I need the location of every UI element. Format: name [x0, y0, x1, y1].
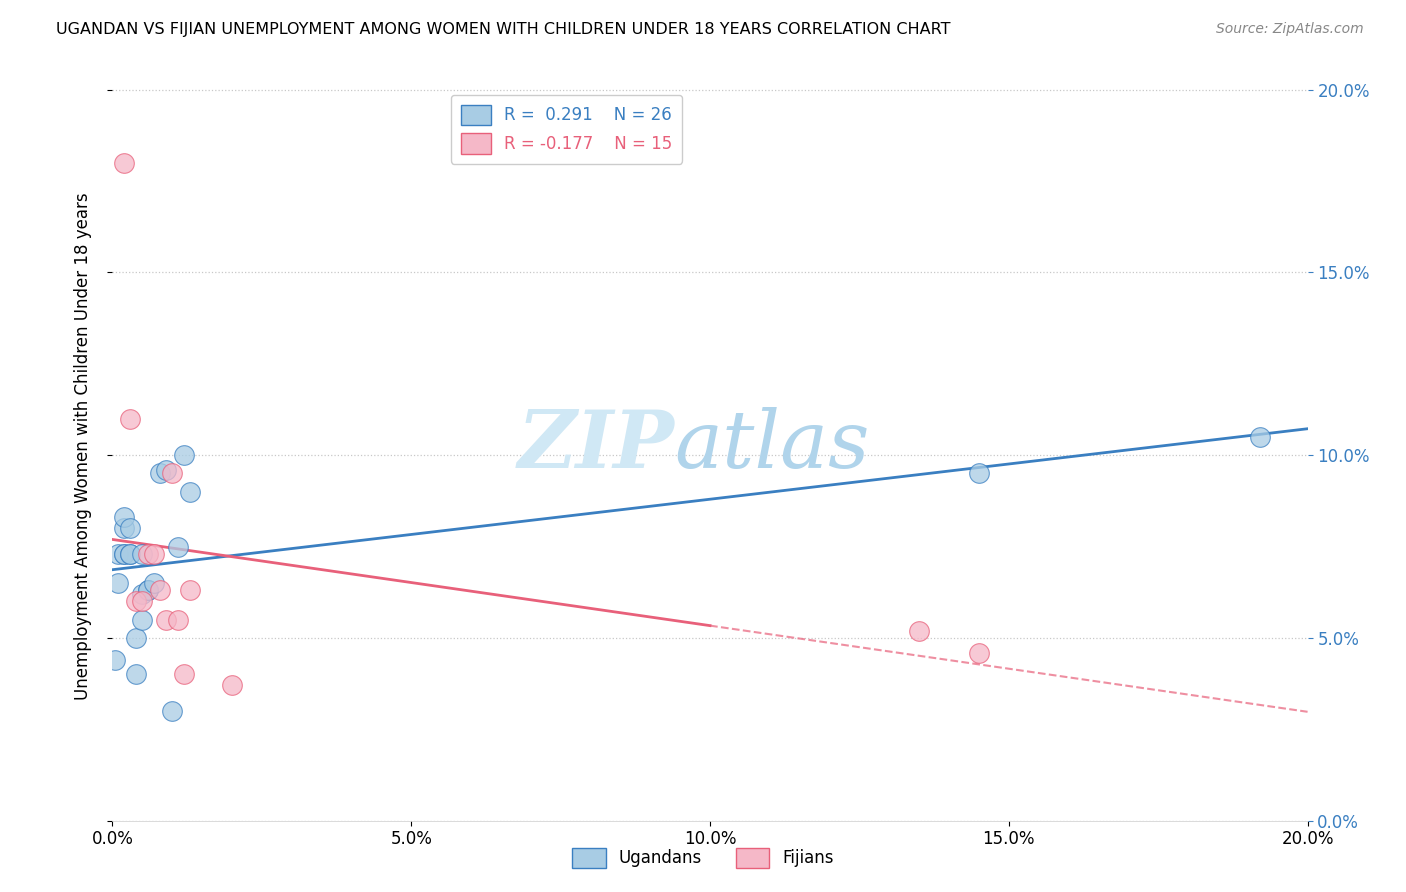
- Point: [120, 411, 142, 425]
- Point: [125, 594, 148, 608]
- Point: [107, 547, 129, 561]
- Point: [114, 547, 135, 561]
- Text: atlas: atlas: [675, 408, 869, 484]
- Text: Source: ZipAtlas.com: Source: ZipAtlas.com: [1216, 22, 1364, 37]
- Point: [120, 547, 142, 561]
- Point: [143, 576, 166, 591]
- Point: [149, 467, 172, 481]
- Point: [114, 547, 135, 561]
- Point: [155, 613, 177, 627]
- Text: UGANDAN VS FIJIAN UNEMPLOYMENT AMONG WOMEN WITH CHILDREN UNDER 18 YEARS CORRELAT: UGANDAN VS FIJIAN UNEMPLOYMENT AMONG WOM…: [56, 22, 950, 37]
- Point: [120, 547, 142, 561]
- Point: [107, 576, 129, 591]
- Point: [138, 547, 160, 561]
- Point: [104, 653, 127, 667]
- Point: [120, 521, 142, 535]
- Point: [131, 613, 153, 627]
- Point: [173, 667, 195, 681]
- Point: [138, 583, 160, 598]
- Point: [179, 484, 201, 499]
- Point: [1249, 430, 1271, 444]
- Point: [155, 463, 177, 477]
- Point: [221, 678, 243, 692]
- Point: [908, 624, 931, 638]
- Point: [114, 510, 135, 524]
- Point: [967, 467, 990, 481]
- Point: [138, 583, 160, 598]
- Point: [162, 704, 183, 718]
- Point: [967, 646, 990, 660]
- Point: [162, 467, 183, 481]
- Point: [179, 583, 201, 598]
- Point: [167, 613, 190, 627]
- Point: [114, 155, 135, 169]
- Text: ZIP: ZIP: [517, 408, 675, 484]
- Legend: R =  0.291    N = 26, R = -0.177    N = 15: R = 0.291 N = 26, R = -0.177 N = 15: [451, 95, 682, 163]
- Point: [125, 631, 148, 645]
- Point: [125, 667, 148, 681]
- Point: [114, 521, 135, 535]
- Point: [131, 587, 153, 601]
- Point: [149, 583, 172, 598]
- Point: [131, 547, 153, 561]
- Point: [143, 547, 166, 561]
- Y-axis label: Unemployment Among Women with Children Under 18 years: Unemployment Among Women with Children U…: [73, 192, 91, 700]
- Point: [167, 540, 190, 554]
- Legend: Ugandans, Fijians: Ugandans, Fijians: [565, 841, 841, 875]
- Point: [131, 594, 153, 608]
- Point: [173, 448, 195, 462]
